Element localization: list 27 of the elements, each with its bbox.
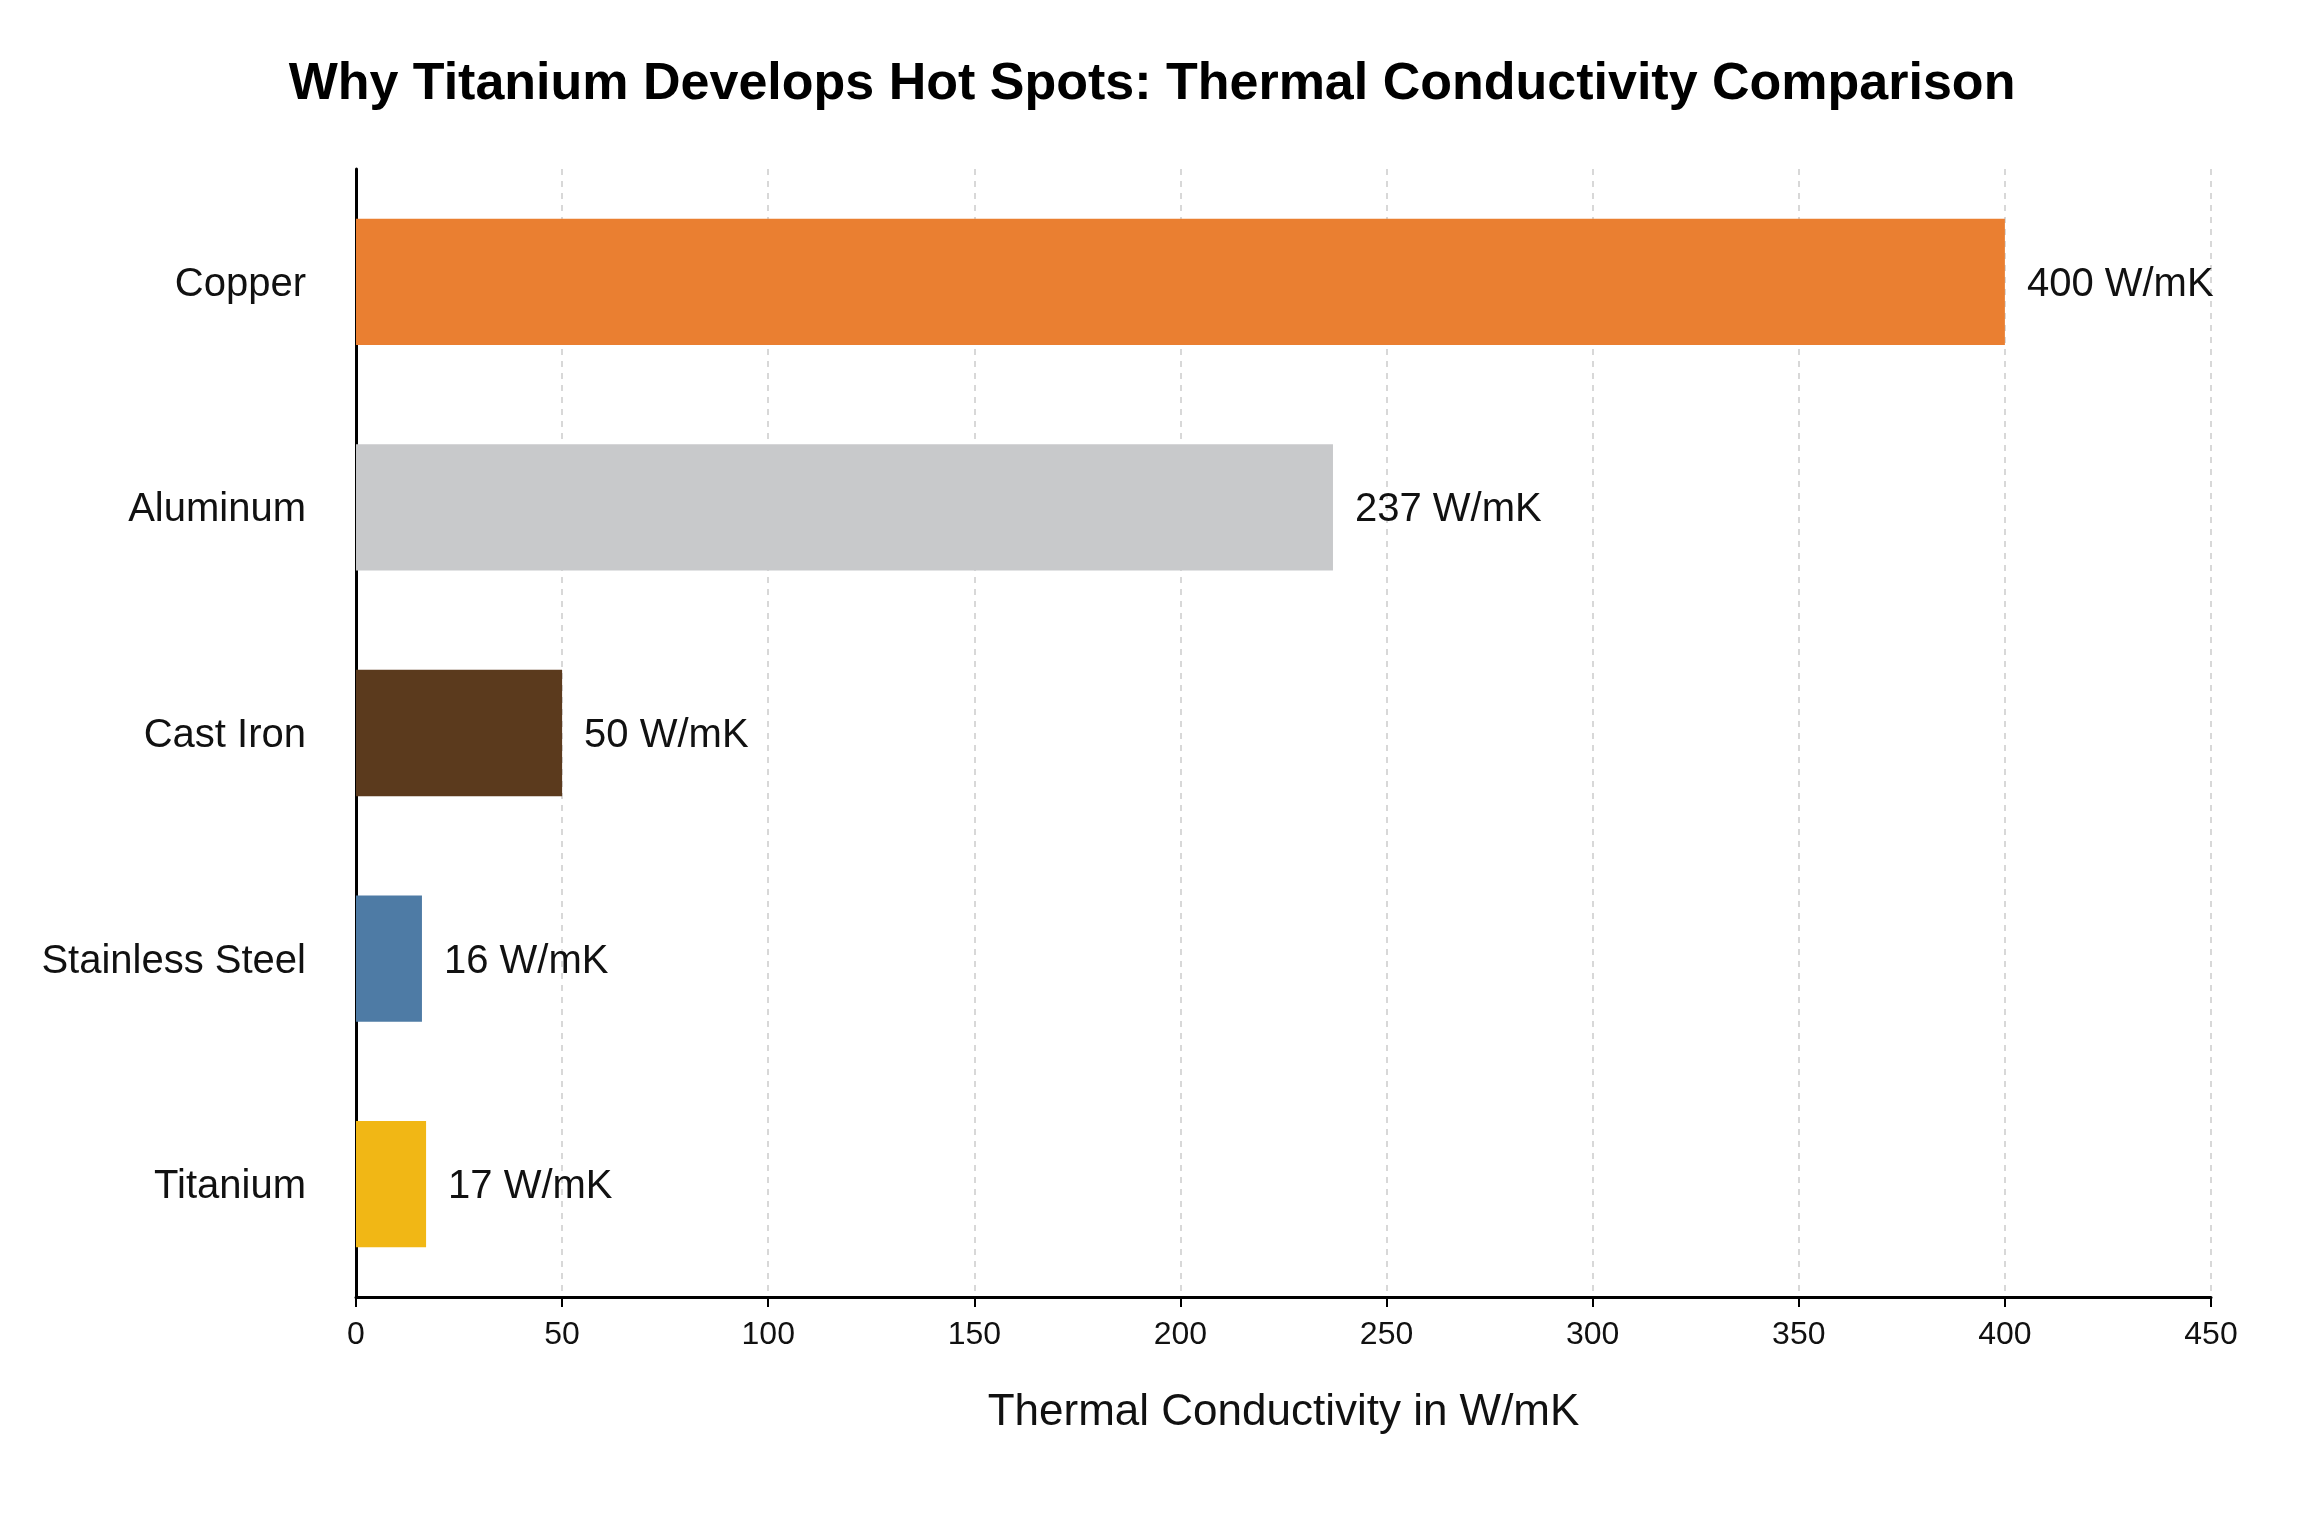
y-tick-label: Copper — [174, 259, 306, 304]
x-tick-label: 0 — [347, 1315, 365, 1351]
data-label: 17 W/mK — [448, 1162, 613, 1207]
data-label: 400 W/mK — [2026, 259, 2214, 304]
y-tick-label: Titanium — [154, 1162, 306, 1207]
x-tick-label: 100 — [741, 1315, 795, 1351]
x-tick-label: 350 — [1772, 1315, 1826, 1351]
bar — [356, 895, 422, 1022]
x-tick-label: 250 — [1359, 1315, 1414, 1351]
x-tick-label: 150 — [947, 1315, 1002, 1351]
x-tick-label: 50 — [544, 1315, 580, 1351]
bar — [356, 218, 2005, 345]
x-tick-label: 450 — [2184, 1315, 2238, 1351]
y-tick-label: Stainless Steel — [41, 936, 306, 981]
x-tick-label: 400 — [1978, 1315, 2032, 1351]
y-tick-label: Cast Iron — [143, 711, 306, 755]
data-label: 237 W/mK — [1354, 485, 1543, 530]
x-tick-label: 300 — [1565, 1315, 1620, 1351]
data-label: 50 W/mK — [584, 711, 749, 755]
y-tick-label: Aluminum — [128, 485, 306, 530]
x-tick-label: 200 — [1153, 1315, 1208, 1351]
data-label: 16 W/mK — [443, 936, 609, 981]
bar — [356, 1121, 427, 1248]
bar — [356, 444, 1333, 571]
chart-title: Why Titanium Develops Hot Spots: Thermal Conductivity Comparison — [288, 52, 2016, 110]
x-axis-title: Thermal Conductivity in W/mK — [987, 1384, 1580, 1434]
bar — [356, 669, 563, 797]
